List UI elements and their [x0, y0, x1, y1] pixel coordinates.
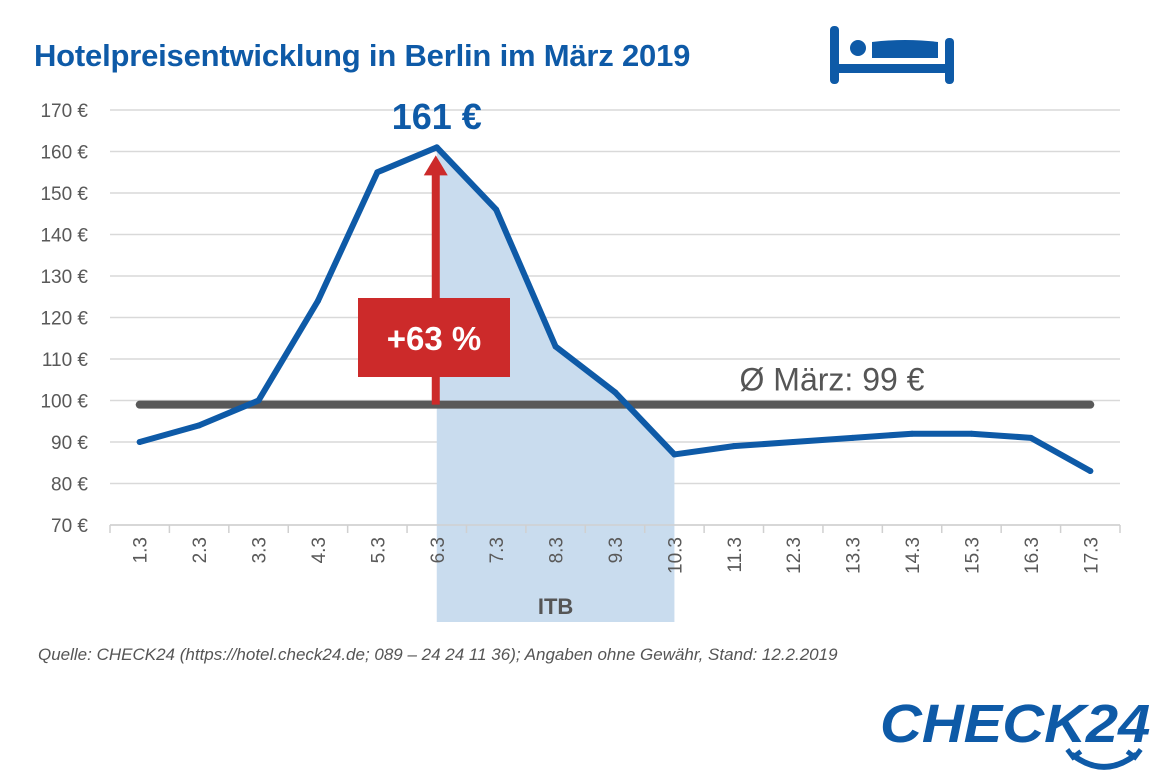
x-tick-label: 1.3 [131, 537, 152, 563]
smile-arrow-right-icon [1125, 748, 1143, 761]
peak-label: 161 € [392, 96, 482, 137]
y-tick-label: 140 € [40, 226, 88, 247]
change-badge: +63 % [358, 298, 510, 377]
smile-icon [1070, 752, 1138, 770]
y-tick-label: 110 € [42, 350, 89, 371]
x-axis: 1.3 2.3 3.3 4.3 5.3 6.3 7.3 8.3 9.3 10.3 11.3 12.3 1… [109, 524, 1121, 574]
data-points [136, 144, 1094, 475]
x-tick-label: 3.3 [250, 537, 271, 563]
smile-arrow-left-icon [1065, 748, 1083, 761]
line-chart: ITB 1.3 2.3 3.3 4.3 5.3 6.3 7.3 8.3 9.3 10.3 11.3 1… [40, 96, 1121, 622]
x-tick-label: 14.3 [903, 537, 924, 574]
data-point [493, 206, 500, 213]
y-axis: 70 € 80 € 90 € 100 € 110 € 120 € 130 € 140 € 150… [40, 101, 88, 537]
data-point [196, 422, 203, 429]
data-point [314, 297, 321, 304]
data-point [612, 389, 618, 396]
itb-highlight-band [436, 525, 675, 622]
x-tick-label: 5.3 [368, 537, 389, 563]
y-tick-label: 80 € [51, 475, 88, 496]
y-tick-label: 150 € [40, 184, 88, 205]
data-point [1087, 468, 1094, 475]
data-point [671, 451, 678, 458]
itb-label: ITB [538, 594, 573, 619]
y-tick-label: 100 € [40, 392, 88, 413]
data-point [255, 397, 262, 404]
data-point [968, 430, 975, 437]
data-point [849, 434, 856, 441]
y-tick-label: 130 € [40, 267, 88, 288]
x-tick-label: 12.3 [784, 537, 805, 574]
data-point [790, 439, 797, 445]
x-tick-label: 13.3 [844, 537, 865, 574]
x-tick-label: 4.3 [309, 537, 330, 563]
data-point [374, 169, 381, 176]
x-tick-label: 7.3 [487, 537, 508, 563]
data-point [136, 439, 143, 445]
bed-icon [830, 26, 954, 84]
y-tick-label: 170 € [40, 101, 88, 122]
data-point [909, 430, 916, 437]
check24-logo: CHECK24 [880, 694, 1150, 770]
y-tick-label: 120 € [40, 309, 88, 330]
x-tick-label: 17.3 [1081, 537, 1102, 574]
x-tick-label: 9.3 [606, 537, 627, 563]
y-tick-label: 70 € [51, 516, 88, 537]
check24-logo-text: CHECK24 [880, 694, 1150, 754]
chart-title: Hotelpreisentwicklung in Berlin im März … [34, 38, 691, 73]
itb-area [436, 147, 675, 525]
average-label: Ø März: 99 € [740, 362, 925, 398]
source-note: Quelle: CHECK24 (https://hotel.check24.d… [38, 645, 838, 664]
data-point [730, 443, 737, 450]
data-point [1027, 434, 1034, 441]
arrow-head [423, 155, 448, 176]
x-tick-label: 8.3 [547, 537, 568, 563]
data-point [433, 144, 440, 151]
data-point [552, 343, 559, 350]
y-tick-label: 90 € [51, 433, 88, 454]
x-tick-label: 11.3 [725, 537, 746, 573]
x-tick-label: 2.3 [190, 537, 211, 563]
x-tick-label: 6.3 [428, 537, 449, 563]
change-badge-box [358, 298, 510, 377]
x-tick-label: 10.3 [665, 537, 686, 574]
y-tick-label: 160 € [40, 143, 88, 164]
x-tick-label: 16.3 [1022, 537, 1043, 574]
change-badge-text: +63 % [387, 320, 482, 357]
x-tick-label: 15.3 [962, 537, 983, 574]
